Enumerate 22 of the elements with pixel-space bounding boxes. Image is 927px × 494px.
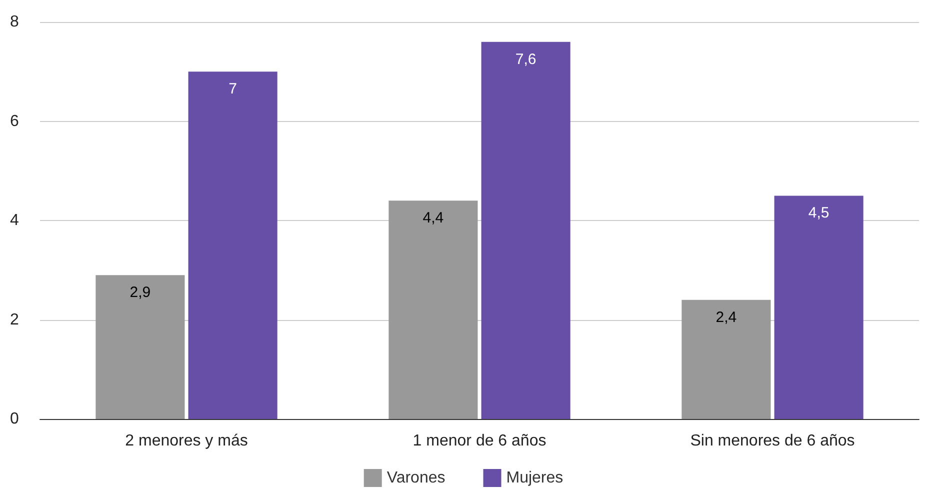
- data-label: 2,9: [130, 284, 151, 302]
- data-label: 7: [228, 80, 237, 98]
- bar: [481, 42, 570, 419]
- legend-label: Mujeres: [506, 470, 564, 486]
- y-tick-label: 0: [10, 410, 19, 428]
- x-tick-label: 2 menores y más: [125, 432, 248, 450]
- bar: [682, 300, 771, 419]
- legend-label: Varones: [386, 470, 446, 486]
- y-tick-label: 4: [10, 212, 19, 229]
- data-label: 4,5: [808, 204, 830, 222]
- bar: [188, 72, 278, 419]
- y-tick-label: 6: [10, 112, 19, 130]
- bar: [388, 200, 478, 419]
- y-tick-label: 8: [10, 14, 19, 30]
- x-tick-label: 1 menor de 6 años: [412, 432, 546, 450]
- x-tick-label: Sin menores de 6 años: [690, 432, 855, 450]
- bar: [774, 196, 864, 419]
- data-label: 4,4: [422, 210, 444, 227]
- bar: [96, 275, 185, 419]
- data-label: 2,4: [716, 308, 737, 326]
- data-label: 7,6: [515, 50, 536, 68]
- y-tick-label: 2: [10, 311, 19, 328]
